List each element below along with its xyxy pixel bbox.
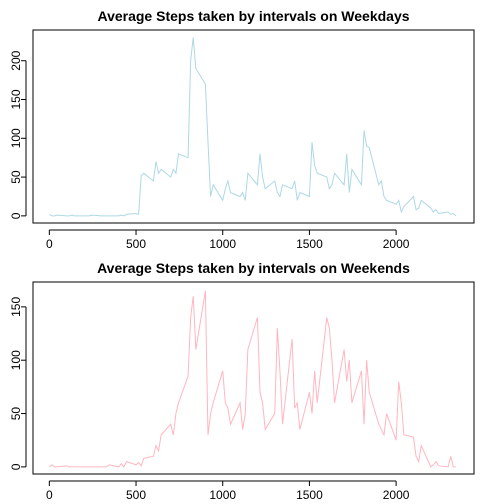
y-tick-label: 50 xyxy=(9,170,23,184)
y-tick-label: 100 xyxy=(9,350,23,370)
x-tick-label: 0 xyxy=(46,488,53,502)
x-tick-label: 2000 xyxy=(383,488,410,502)
x-tick-label: 1500 xyxy=(296,488,323,502)
x-tick-label: 1500 xyxy=(296,237,323,251)
chart-title: Average Steps taken by intervals on Week… xyxy=(97,8,409,24)
x-tick-label: 0 xyxy=(46,237,53,251)
x-tick-label: 1000 xyxy=(209,488,236,502)
y-tick-label: 150 xyxy=(9,297,23,317)
y-tick-label: 0 xyxy=(9,212,23,219)
y-tick-label: 200 xyxy=(9,50,23,70)
plot-box xyxy=(32,281,475,475)
data-line xyxy=(49,37,457,217)
x-tick-label: 500 xyxy=(126,237,146,251)
y-tick-label: 100 xyxy=(9,128,23,148)
x-tick-label: 2000 xyxy=(383,237,410,251)
y-tick-label: 50 xyxy=(9,407,23,421)
chart-title: Average Steps taken by intervals on Week… xyxy=(97,260,410,276)
y-tick-label: 0 xyxy=(9,463,23,470)
y-tick-label: 150 xyxy=(9,89,23,109)
x-tick-label: 500 xyxy=(126,488,146,502)
plot-box xyxy=(32,29,475,224)
x-tick-label: 1000 xyxy=(209,237,236,251)
data-line xyxy=(49,290,456,468)
